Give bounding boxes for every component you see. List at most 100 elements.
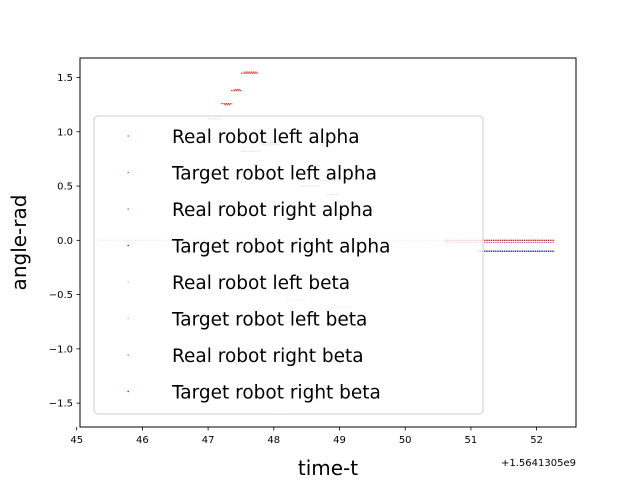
y-tick-label: −1.0	[49, 344, 73, 355]
data-point	[244, 71, 246, 73]
data-point	[550, 241, 552, 244]
legend-marker	[127, 317, 129, 320]
data-point	[543, 241, 545, 244]
data-point	[552, 250, 554, 252]
data-point	[493, 239, 495, 241]
data-point	[519, 250, 521, 252]
data-point	[547, 250, 550, 252]
x-tick-label: 51	[465, 435, 478, 446]
data-point	[248, 71, 250, 73]
legend: Real robot left alpha Target robot left a…	[93, 115, 484, 415]
data-point	[508, 250, 510, 252]
data-point	[484, 250, 486, 252]
legend-item: Target robot left alpha	[127, 164, 377, 185]
legend-label: Target robot right alpha	[171, 237, 390, 258]
data-point	[231, 90, 233, 92]
data-point	[488, 239, 490, 241]
legend-item: Target robot left beta	[127, 310, 367, 331]
data-point	[497, 241, 499, 244]
data-point	[526, 241, 528, 244]
y-tick-label: −0.5	[49, 290, 73, 301]
data-point	[506, 250, 508, 252]
data-point	[495, 241, 497, 244]
data-point	[238, 88, 241, 91]
data-point	[517, 250, 519, 252]
legend-label: Real robot left beta	[172, 273, 350, 294]
data-point	[484, 241, 486, 244]
legend-label: Target robot right beta	[171, 383, 381, 404]
legend-box	[93, 115, 484, 415]
y-axis-label: angle-rad	[7, 195, 31, 291]
data-point	[510, 250, 512, 252]
data-point	[548, 239, 550, 241]
data-point	[521, 239, 523, 241]
data-point	[543, 239, 545, 241]
legend-label: Target robot left alpha	[171, 164, 377, 185]
data-point	[545, 241, 548, 244]
x-axis-offset-label: +1.5641305e9	[501, 458, 576, 469]
data-point	[504, 241, 506, 244]
data-point	[532, 239, 534, 241]
data-point	[550, 239, 552, 241]
data-point	[545, 250, 548, 252]
x-tick-label: 49	[333, 435, 346, 446]
data-point	[486, 250, 488, 252]
data-point	[552, 239, 554, 241]
data-point	[256, 72, 258, 74]
data-point	[508, 239, 510, 241]
data-point	[221, 103, 223, 105]
data-point	[532, 241, 534, 244]
data-point	[525, 250, 528, 252]
x-tick-label: 46	[136, 435, 149, 446]
data-point	[552, 241, 554, 244]
data-point	[486, 239, 488, 241]
data-point	[495, 250, 497, 252]
data-point	[501, 241, 504, 244]
data-point	[237, 90, 240, 92]
data-point	[534, 239, 537, 241]
x-tick-label: 48	[267, 435, 280, 446]
legend-marker	[127, 135, 129, 137]
data-point	[528, 239, 530, 241]
legend-marker	[127, 244, 129, 247]
data-point	[521, 250, 523, 252]
data-point	[519, 241, 521, 244]
legend-item: Real robot right beta	[127, 346, 364, 367]
data-point	[227, 103, 230, 105]
data-point	[534, 241, 537, 244]
data-point	[490, 239, 493, 241]
data-point	[534, 250, 537, 252]
data-point	[537, 239, 539, 241]
data-point	[517, 239, 519, 241]
data-point	[523, 241, 526, 244]
data-point	[239, 90, 242, 92]
legend-item: Target robot right beta	[127, 383, 381, 404]
data-point	[250, 71, 253, 73]
legend-marker	[127, 171, 129, 174]
data-point	[536, 250, 539, 252]
data-point	[528, 241, 530, 244]
legend-label: Real robot left alpha	[172, 127, 360, 148]
data-point	[528, 250, 530, 252]
y-tick-label: 0.0	[57, 236, 73, 247]
data-point	[537, 241, 539, 244]
data-point	[550, 250, 552, 252]
data-point	[541, 241, 543, 244]
y-tick-label: 0.5	[57, 182, 73, 193]
data-point	[497, 239, 499, 241]
legend-item: Real robot right alpha	[127, 200, 373, 221]
data-point	[503, 250, 506, 252]
data-point	[510, 239, 512, 241]
data-point	[541, 239, 543, 241]
data-point	[543, 250, 545, 252]
data-point	[233, 90, 235, 92]
data-point	[252, 72, 254, 74]
data-point	[510, 241, 512, 244]
data-point	[490, 250, 493, 252]
data-point	[247, 72, 249, 74]
legend-item: Real robot left beta	[127, 273, 350, 294]
x-tick-label: 47	[202, 435, 215, 446]
legend-label: Target robot left beta	[171, 310, 367, 331]
data-point	[530, 250, 532, 252]
